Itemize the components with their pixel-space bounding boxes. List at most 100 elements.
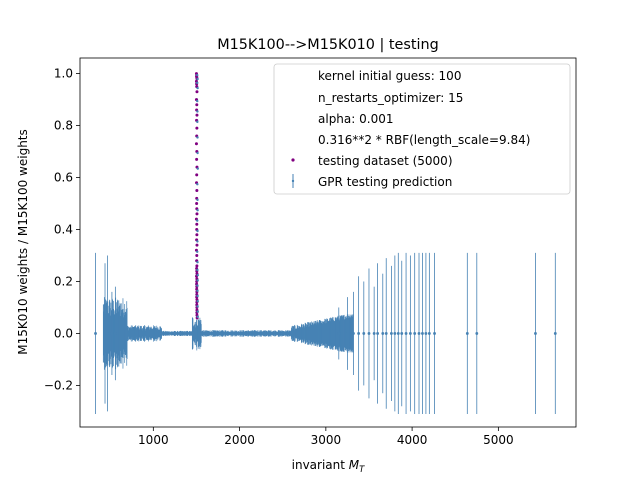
prediction-point: [534, 332, 537, 335]
prediction-point: [372, 332, 376, 335]
prediction-spike-point: [196, 183, 199, 186]
prediction-point: [367, 332, 371, 335]
prediction-point: [352, 332, 355, 335]
prediction-point: [390, 332, 393, 335]
prediction-spike-point: [196, 167, 199, 170]
prediction-point: [103, 332, 107, 335]
testing-point: [195, 90, 199, 94]
prediction-point: [424, 332, 428, 335]
prediction-point: [475, 332, 479, 335]
testing-point: [195, 233, 199, 237]
y-tick-label: 0.2: [54, 274, 73, 288]
x-tick-label: 4000: [397, 433, 428, 447]
prediction-point: [113, 332, 117, 335]
prediction-point: [384, 332, 388, 335]
prediction-point: [404, 332, 408, 335]
prediction-spike-point: [196, 289, 199, 292]
prediction-series: [94, 74, 557, 415]
legend-box: [273, 63, 571, 195]
prediction-spike-point: [196, 77, 199, 81]
prediction-spike-point: [196, 73, 199, 77]
prediction-spike-point: [196, 81, 199, 85]
y-tick-label: 1.0: [54, 67, 73, 81]
prediction-point: [400, 332, 404, 335]
testing-point: [195, 253, 199, 257]
prediction-point: [337, 332, 341, 335]
prediction-point: [421, 332, 424, 335]
testing-point: [195, 113, 199, 117]
prediction-spike-point: [196, 299, 199, 303]
prediction-point: [357, 332, 361, 335]
prediction-point: [376, 332, 379, 335]
prediction-point: [393, 332, 397, 335]
testing-point: [195, 222, 199, 226]
prediction-spike-point: [196, 219, 199, 222]
prediction-point: [362, 332, 366, 335]
y-tick-label: 0.8: [54, 119, 73, 133]
prediction-spike-point: [196, 273, 199, 277]
testing-series: [194, 72, 199, 320]
prediction-point: [346, 332, 349, 335]
legend-text-kernel-fit: 0.316**2 * RBF(length_scale=9.84): [318, 133, 530, 147]
axes-frame: [79, 57, 577, 428]
y-axis: −0.2 0.0 0.2 0.4 0.6 0.8 1.0: [44, 67, 80, 392]
x-axis-label-subscript: T: [359, 465, 365, 475]
testing-point: [195, 103, 199, 107]
testing-point: [195, 189, 199, 193]
legend: kernel initial guess: 100 n_restarts_opt…: [273, 63, 571, 195]
prediction-spike-point: [196, 279, 199, 282]
legend-text-alpha: alpha: 0.001: [318, 112, 393, 126]
testing-point: [195, 264, 199, 268]
y-tick-label: 0.4: [54, 223, 73, 237]
y-tick-label: 0.6: [54, 171, 73, 185]
prediction-spike-point: [196, 240, 199, 243]
y-tick-label: −0.2: [44, 378, 73, 392]
prediction-spike-point: [196, 268, 199, 272]
prediction-spike-point: [196, 110, 199, 113]
prediction-point: [413, 332, 417, 335]
x-axis-label-symbol: M: [349, 458, 360, 472]
testing-point: [195, 212, 199, 216]
legend-label-prediction: GPR testing prediction: [318, 175, 452, 189]
testing-point: [195, 243, 199, 247]
x-tick-label: 3000: [311, 433, 342, 447]
prediction-point: [106, 332, 110, 335]
x-tick-label: 5000: [483, 433, 514, 447]
prediction-spike-point: [196, 315, 199, 318]
prediction-spike-point: [196, 120, 199, 124]
x-axis-label: invariant MT: [292, 458, 366, 475]
prediction-spike-point: [196, 136, 199, 139]
prediction-spike-point: [196, 310, 199, 313]
x-axis: 1000 2000 3000 4000 5000: [138, 427, 514, 447]
testing-point: [195, 157, 199, 161]
prediction-point: [553, 332, 557, 335]
prediction-point: [433, 332, 436, 335]
prediction-point: [381, 332, 385, 335]
prediction-point: [396, 332, 400, 335]
legend-label-testing: testing dataset (5000): [318, 154, 453, 168]
prediction-point: [94, 332, 97, 335]
legend-marker-testing: [291, 158, 295, 162]
prediction-spike-point: [196, 260, 199, 264]
prediction-spike-point: [196, 151, 199, 155]
prediction-point: [465, 332, 469, 335]
testing-point: [195, 126, 199, 130]
x-tick-label: 2000: [224, 433, 255, 447]
x-tick-label: 1000: [138, 433, 169, 447]
prediction-spike-point: [196, 294, 199, 298]
prediction-spike-point: [196, 209, 199, 212]
y-tick-label: 0.0: [54, 326, 73, 340]
chart-title: M15K100-->M15K010 | testing: [217, 37, 439, 53]
prediction-point: [417, 332, 421, 335]
prediction-point: [408, 332, 412, 335]
prediction-point: [427, 332, 431, 335]
x-axis-label-main: invariant: [292, 458, 349, 472]
legend-marker-prediction-dot: [291, 179, 295, 183]
legend-text-kernel: kernel initial guess: 100: [318, 69, 461, 83]
prediction-spike-point: [196, 99, 199, 103]
prediction-spike-point: [196, 229, 199, 233]
testing-point: [195, 173, 199, 177]
y-axis-label: M15K010 weights / M15K100 weights: [16, 129, 30, 355]
prediction-spike-point: [196, 86, 199, 90]
